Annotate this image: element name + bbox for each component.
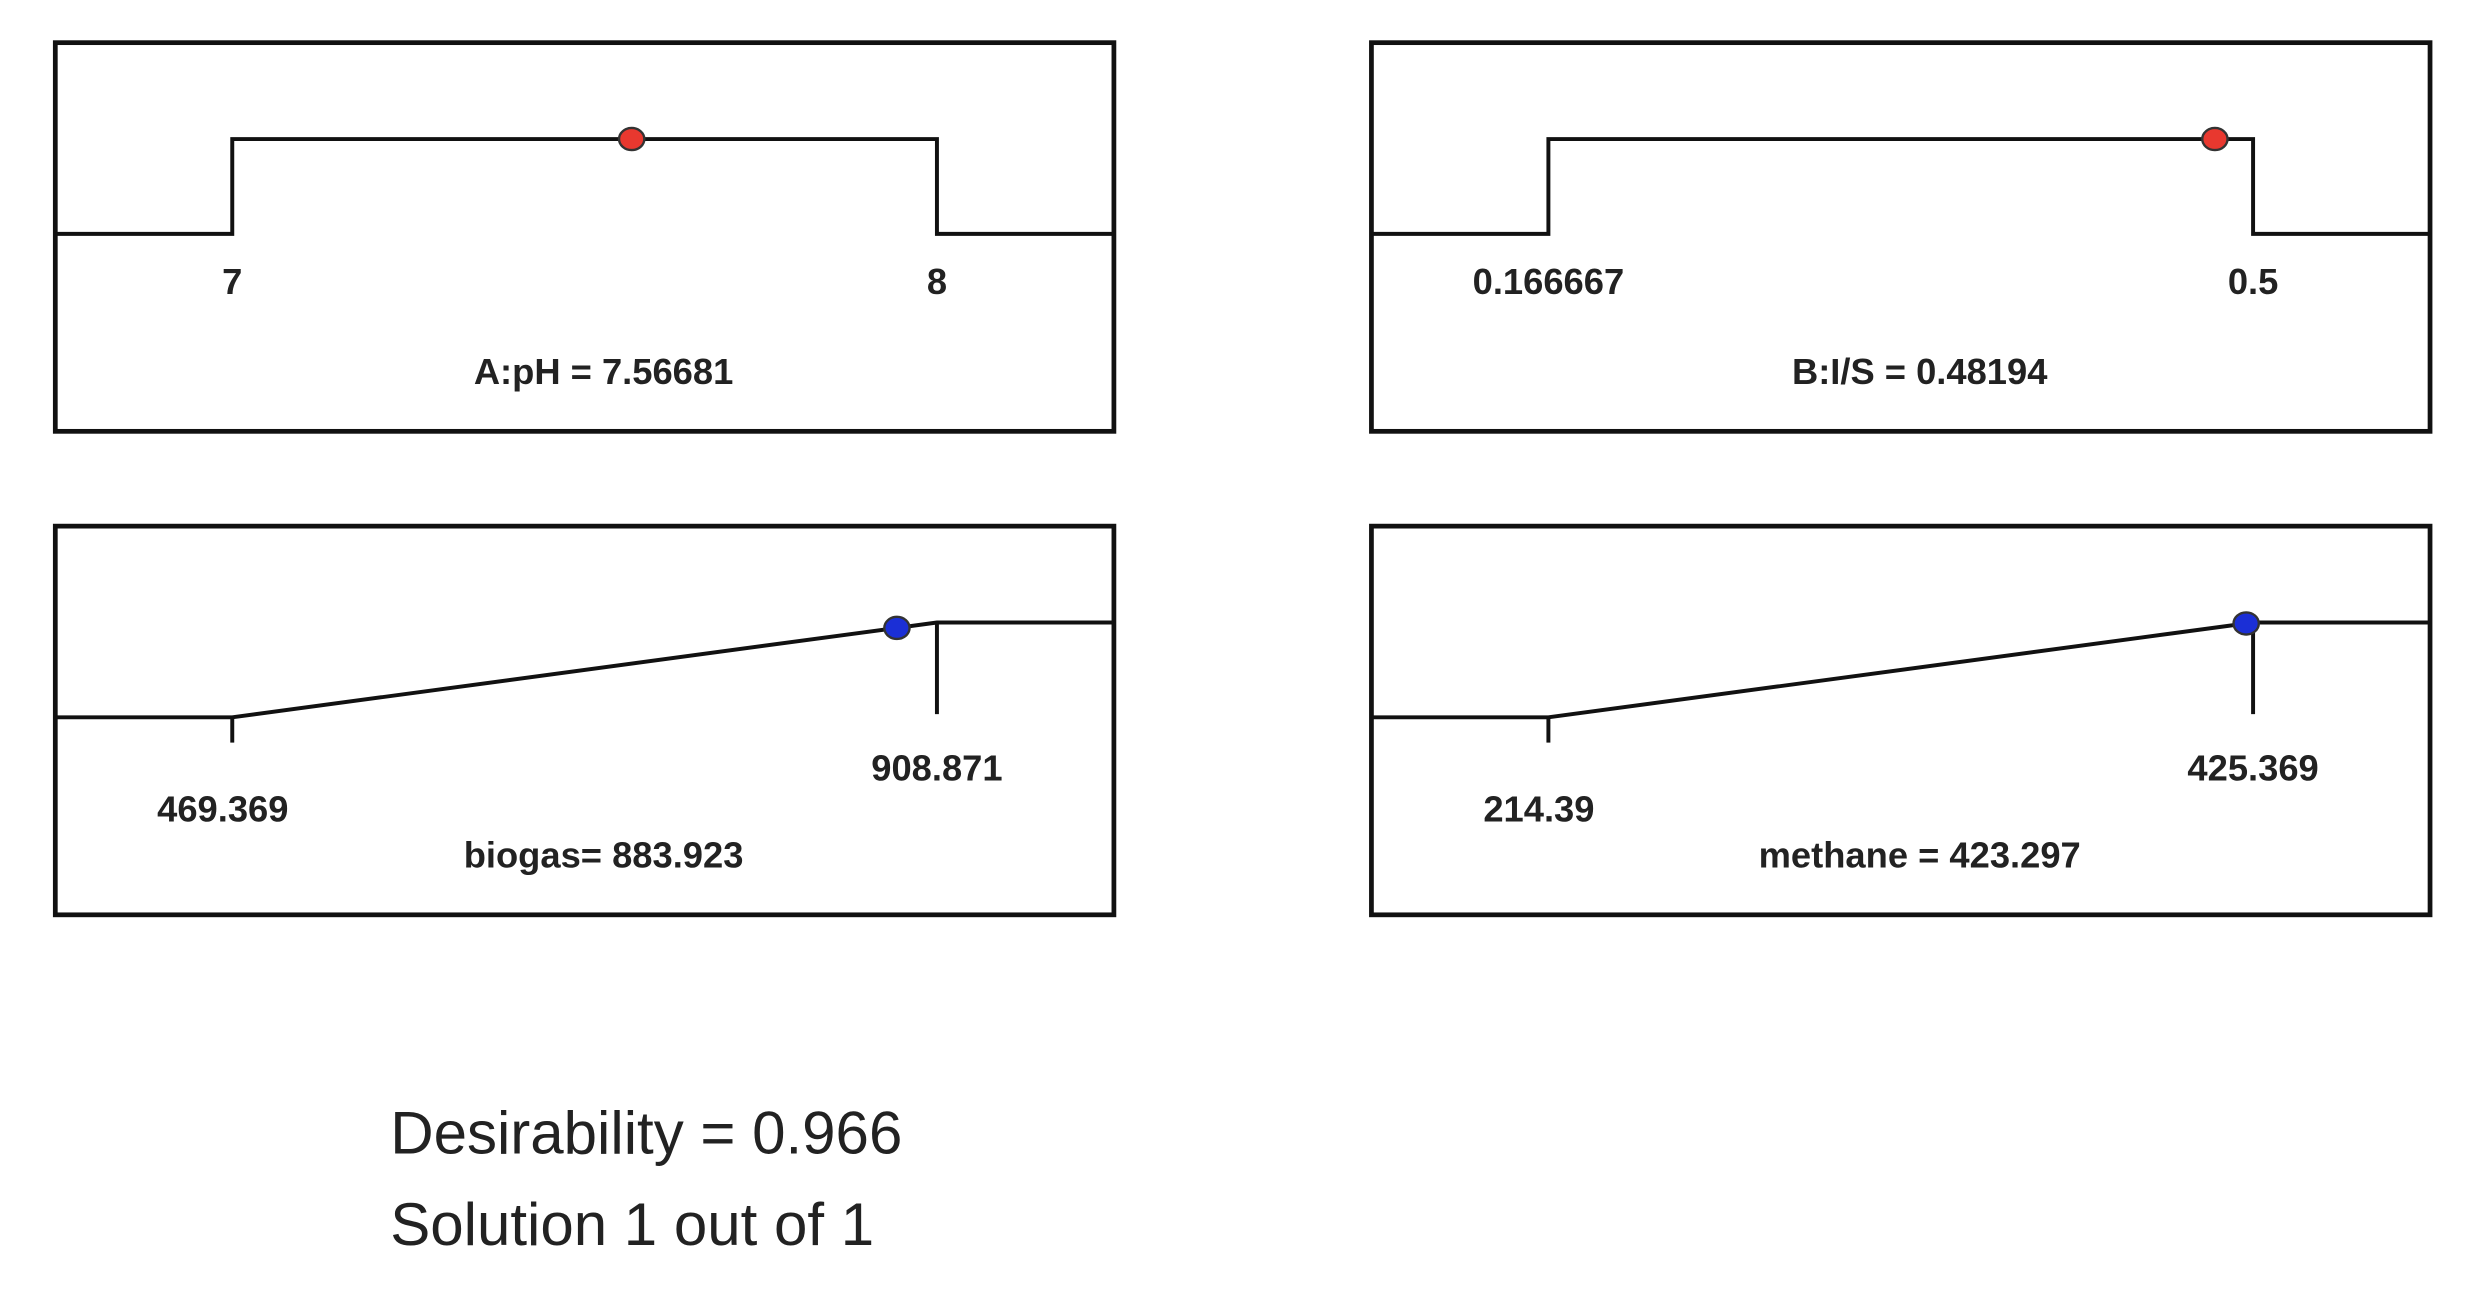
content: Desirability = 0.966 Solution 1 out of 1… <box>52 40 2433 1258</box>
high-label: 0.5 <box>2228 261 2279 302</box>
ramp-line <box>55 620 1114 720</box>
solution-count: Solution 1 out of 1 <box>390 1191 874 1258</box>
value-label: biogas= 883.923 <box>464 835 744 876</box>
factor-panel: 7 8 A:pH = 7.56681 <box>52 40 1117 434</box>
high-label: 908.871 <box>871 748 1002 789</box>
value-label: methane = 423.297 <box>1759 835 2081 876</box>
high-label: 8 <box>927 261 947 302</box>
low-label: 214.39 <box>1483 789 1594 830</box>
optimum-dot <box>2232 611 2260 636</box>
low-label: 469.369 <box>157 789 288 830</box>
ramp-line <box>1371 620 2431 720</box>
low-label: 7 <box>222 261 242 302</box>
panel-frame <box>1369 523 2433 918</box>
response-panel: 214.39 425.369 methane = 423.297 <box>1369 523 2433 918</box>
optimum-dot <box>883 615 911 641</box>
high-label: 425.369 <box>2187 748 2318 789</box>
desirability: Desirability = 0.966 <box>390 1099 902 1166</box>
response-panel: 469.369 908.871 biogas= 883.923 <box>52 523 1117 918</box>
panel-frame <box>1369 40 2433 434</box>
range-line <box>55 137 1114 236</box>
low-label: 0.166667 <box>1473 261 1625 302</box>
factor-panel: 0.166667 0.5 B:I/S = 0.48194 <box>1369 40 2433 434</box>
value-label: A:pH = 7.56681 <box>474 351 733 392</box>
range-line <box>1371 137 2431 236</box>
optimum-dot <box>2201 126 2229 152</box>
optimum-dot <box>617 126 646 152</box>
value-label: B:I/S = 0.48194 <box>1792 351 2048 392</box>
panel-frame <box>52 523 1117 918</box>
panel-frame <box>52 40 1117 434</box>
